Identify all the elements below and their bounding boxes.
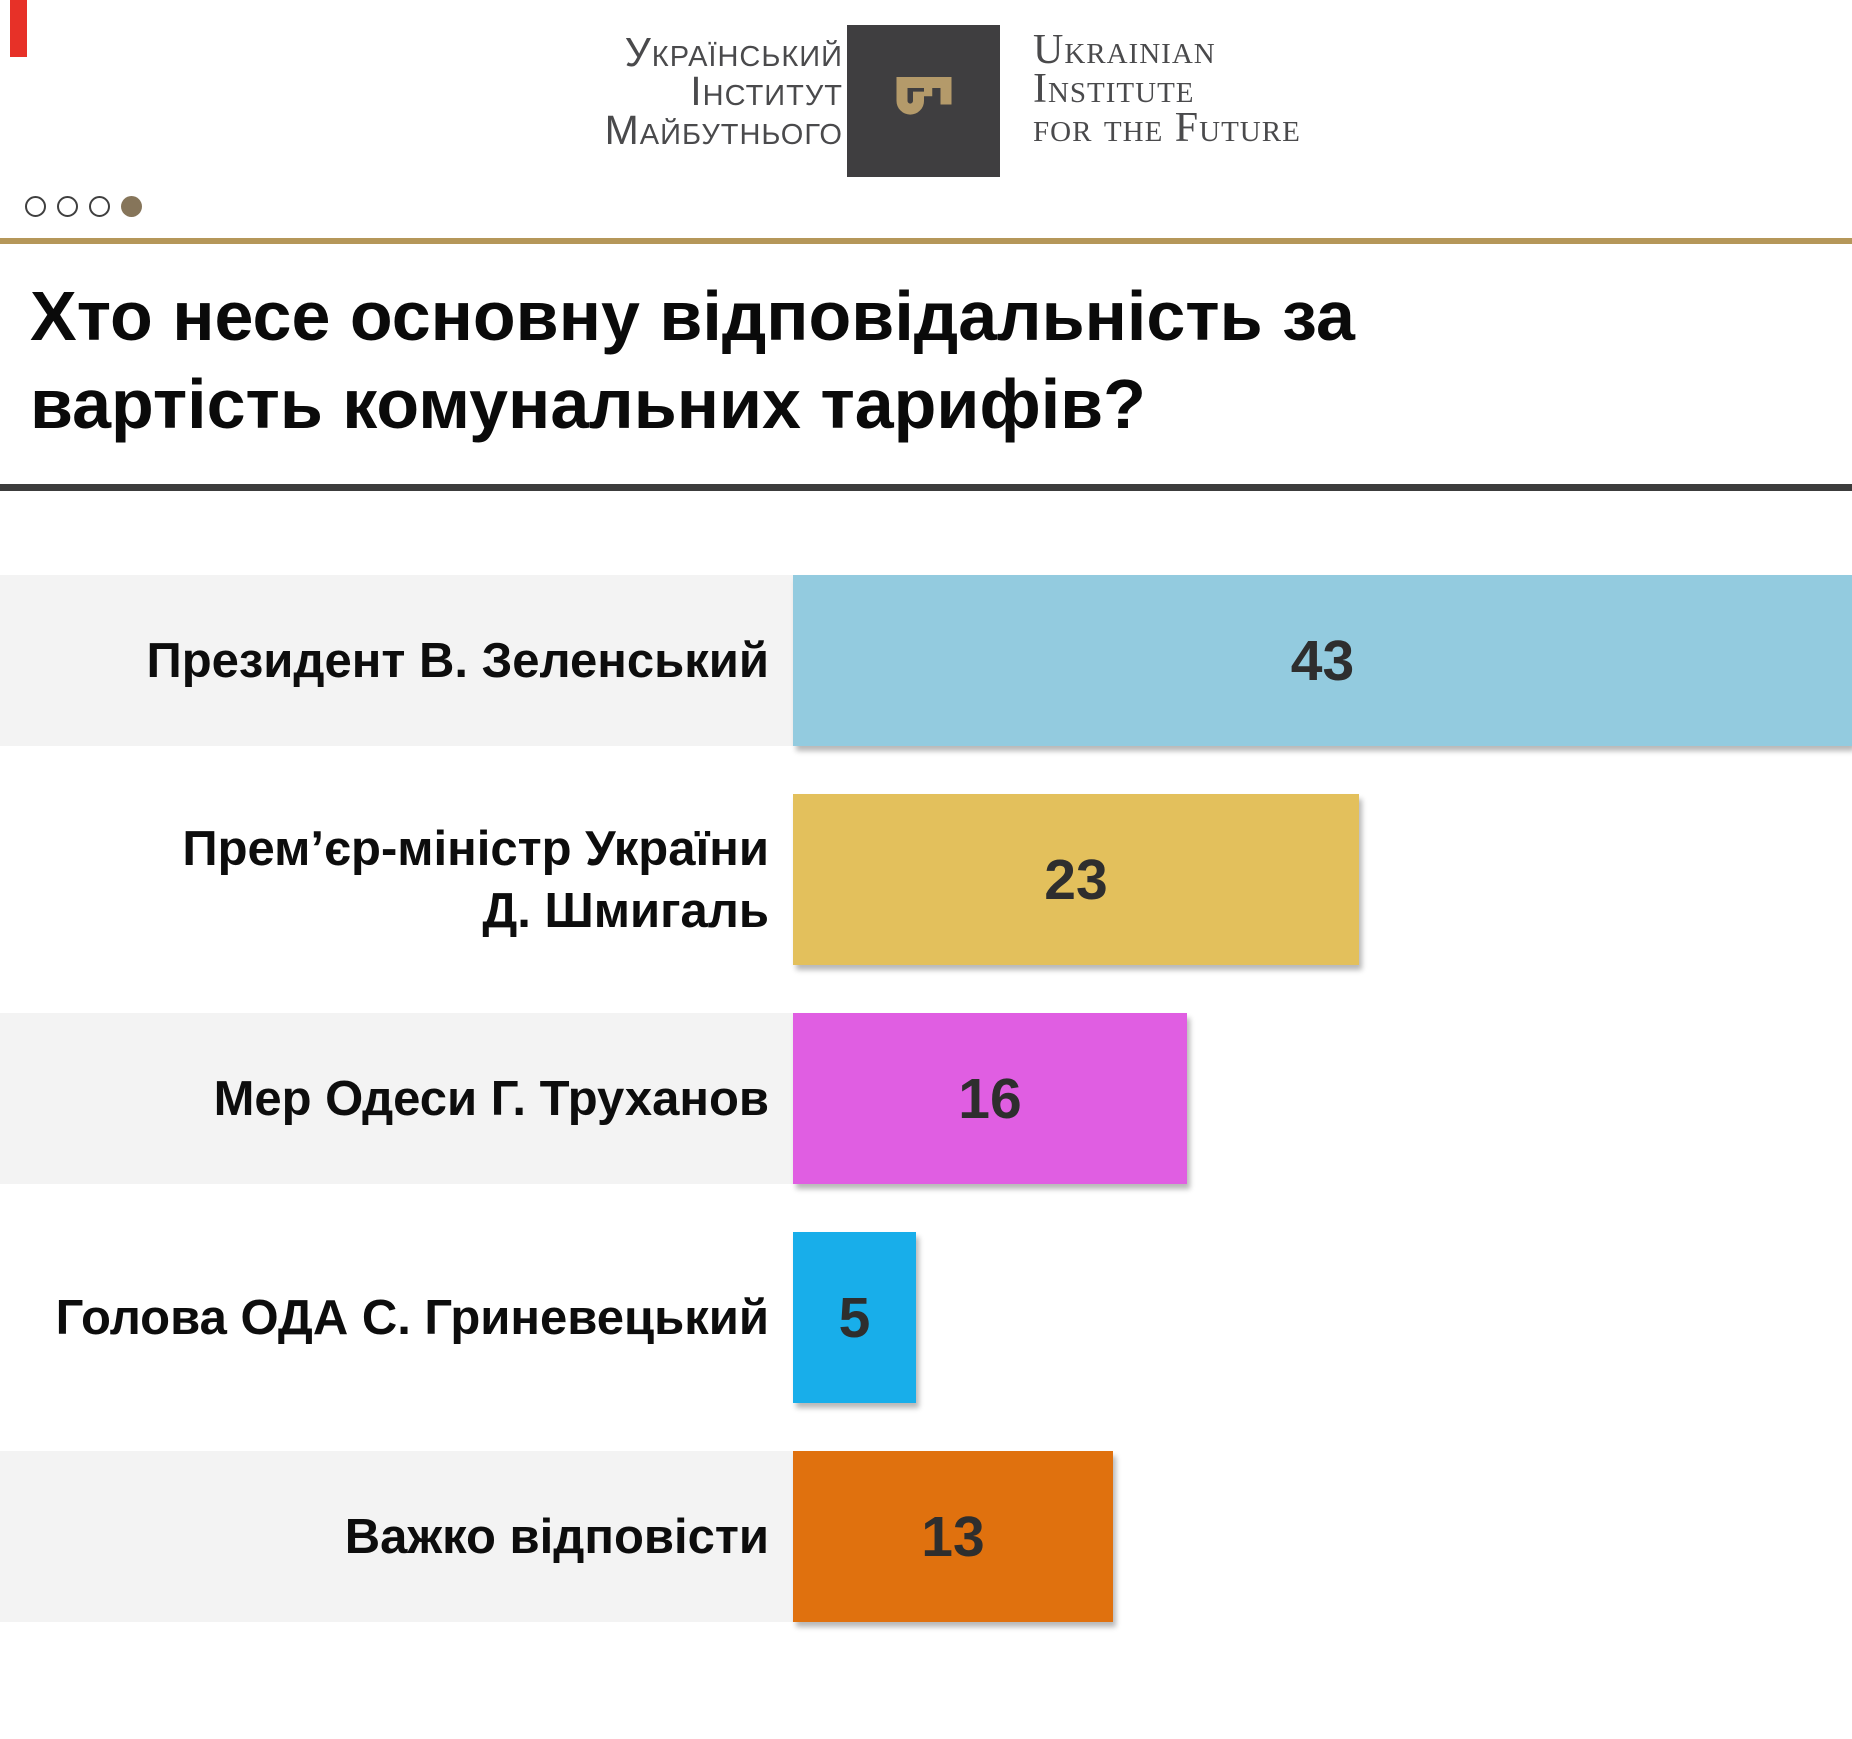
- bar-label: Прем’єр-міністр України Д. Шмигаль: [0, 794, 793, 965]
- gold-divider: [0, 238, 1852, 244]
- bar-row: Голова ОДА С. Гриневецький 5: [0, 1232, 1852, 1403]
- logo-en-line1: Ukrainian: [1033, 27, 1216, 73]
- bar-row: Прем’єр-міністр України Д. Шмигаль 23: [0, 794, 1852, 965]
- bar: 13: [793, 1451, 1113, 1622]
- bar: 5: [793, 1232, 916, 1403]
- page-title: Хто несе основну відповідальність за вар…: [30, 272, 1670, 448]
- logo-en-line2: Institute: [1033, 66, 1195, 112]
- bar-label-line: Прем’єр-міністр України: [182, 821, 769, 876]
- logo-uk-line3: Майбутнього: [604, 107, 843, 153]
- bar-label-line: Важко відповісти: [344, 1509, 769, 1564]
- logo-en-line3: for the Future: [1033, 105, 1301, 151]
- bar-row: Важко відповісти 13: [0, 1451, 1852, 1622]
- page-title-line2: вартість комунальних тарифів?: [30, 365, 1146, 443]
- bar-value: 16: [958, 1066, 1022, 1131]
- bar-label-line: Голова ОДА С. Гриневецький: [55, 1290, 769, 1345]
- carousel-dot-4-active[interactable]: [121, 196, 142, 217]
- carousel-dot-1[interactable]: [25, 196, 46, 217]
- bar-label: Президент В. Зеленський: [0, 575, 793, 746]
- bar-value: 5: [838, 1285, 871, 1350]
- bar-value: 13: [921, 1504, 985, 1569]
- institute-logo: [847, 25, 1000, 177]
- bar-label-line: Мер Одеси Г. Труханов: [213, 1071, 769, 1126]
- logo-text-ukrainian: Український Інститут Майбутнього: [340, 29, 843, 153]
- logo-text-english: Ukrainian Institute for the Future: [1033, 27, 1453, 151]
- carousel-dots: [25, 196, 142, 217]
- carousel-dot-2[interactable]: [57, 196, 78, 217]
- bar-label: Мер Одеси Г. Труханов: [0, 1013, 793, 1184]
- red-corner-marker: [10, 0, 27, 57]
- carousel-dot-3[interactable]: [89, 196, 110, 217]
- bar-label: Важко відповісти: [0, 1451, 793, 1622]
- bar: 23: [793, 794, 1359, 965]
- bar-row: Мер Одеси Г. Труханов 16: [0, 1013, 1852, 1184]
- logo-uk-line2: Інститут: [690, 68, 843, 114]
- bar-row: Президент В. Зеленський 43: [0, 575, 1852, 746]
- logo-uk-line1: Український: [624, 29, 843, 75]
- bar-label-line: Д. Шмигаль: [482, 883, 769, 938]
- bar-value: 23: [1044, 847, 1108, 912]
- bar-chart: Президент В. Зеленський 43 Прем’єр-міністр…: [0, 575, 1852, 1670]
- bar-label: Голова ОДА С. Гриневецький: [0, 1232, 793, 1403]
- key-icon: [869, 44, 979, 159]
- bar-value: 43: [1290, 628, 1355, 693]
- bar-label-line: Президент В. Зеленський: [146, 633, 769, 688]
- bar: 16: [793, 1013, 1187, 1184]
- dark-divider: [0, 484, 1852, 491]
- page-title-line1: Хто несе основну відповідальність за: [30, 277, 1355, 355]
- bar: 43: [793, 575, 1852, 746]
